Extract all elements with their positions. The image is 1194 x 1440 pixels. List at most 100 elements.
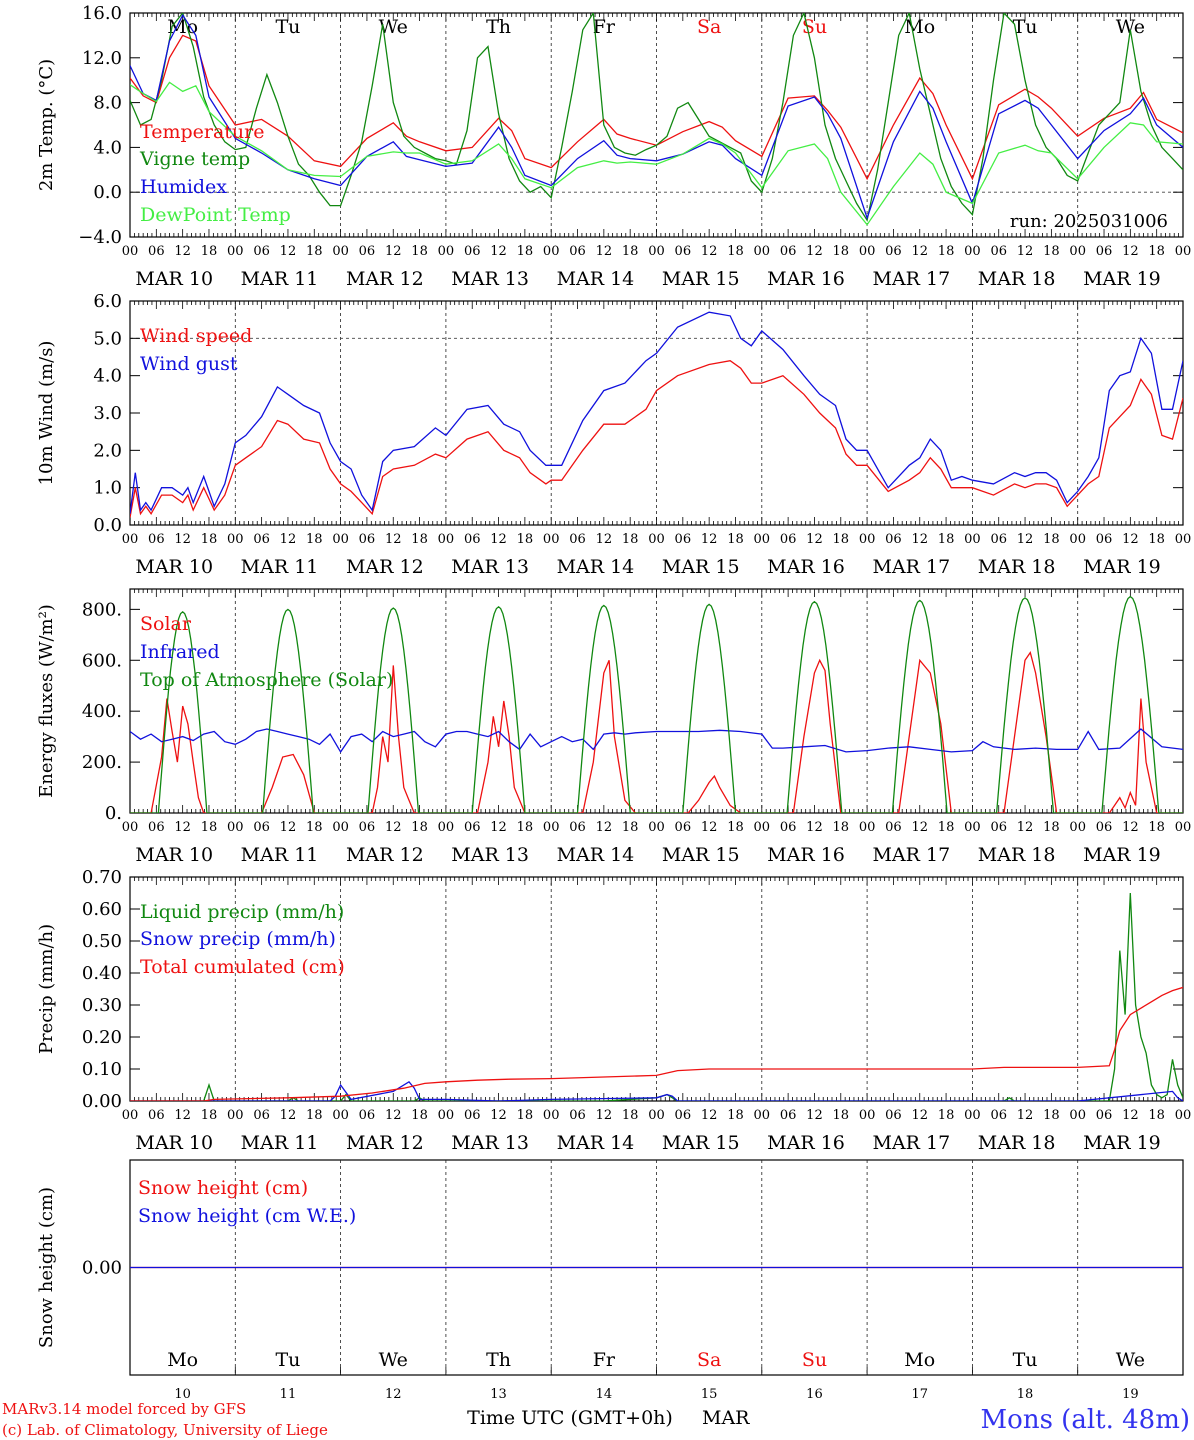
hour-tick-label: 18 (1043, 532, 1060, 547)
y-tick-label: 0.40 (82, 963, 122, 984)
hour-labels: 00 06 12 18 00 06 12 18 00 06 12 18 00 06 12 18 00 06 12 18… (122, 244, 1165, 259)
hour-tick-label: 12 (1017, 244, 1034, 259)
hour-tick-label: 06 (569, 244, 586, 259)
date-tick-label: MAR 13 (451, 268, 529, 290)
series-line-temperature (130, 34, 1183, 181)
hour-tick-label: 12 (1122, 820, 1139, 835)
date-tick-label: MAR 11 (241, 1132, 319, 1154)
hour-tick-label: 00 (1069, 532, 1086, 547)
hour-tick-label: 18 (727, 244, 744, 259)
lab-credit: (c) Lab. of Climatology, University of L… (2, 1421, 328, 1439)
date-labels: MAR 10 MAR 11 MAR 12 MAR 13 MAR 14 MAR 15 MAR … (135, 844, 1160, 866)
y-tick-label: 0.70 (82, 867, 122, 888)
series-line-top-of-atmosphere-solar (130, 595, 1183, 813)
hour-tick-label: 00 (438, 820, 455, 835)
hour-tick-label: 00 (438, 532, 455, 547)
hour-tick-label: 18 (833, 1108, 850, 1123)
date-tick-label: MAR 12 (346, 268, 424, 290)
hour-tick-label: 00 (1175, 244, 1192, 259)
panel-4: 00 06 12 18 00 06 12 18 00 06 12 18 00 06 12 18 00 06 12 18… (36, 867, 1191, 1154)
hour-tick-label: 18 (1043, 820, 1060, 835)
series-line-wind-gust (130, 311, 1183, 514)
y-axis: 0.00 0.10 0.20 0.30 0.40 0.50 0.60 0.70 (82, 867, 1183, 1112)
date-labels: MAR 10 MAR 11 MAR 12 MAR 13 MAR 14 MAR 15 MAR … (135, 268, 1160, 290)
hour-tick-label: 12 (911, 244, 928, 259)
hour-tick-label: 18 (411, 820, 428, 835)
legend-entry: Liquid precip (mm/h) (140, 901, 344, 923)
hour-tick-label: 12 (174, 532, 191, 547)
hour-tick-label: 06 (885, 1108, 902, 1123)
hour-tick-label: 12 (806, 1108, 823, 1123)
legend-entry: Temperature (140, 121, 264, 143)
hour-tick-label: 12 (490, 820, 507, 835)
hour-tick-label: 00 (1175, 820, 1192, 835)
y-tick-label: 8.0 (93, 93, 122, 114)
legend-entry: Total cumulated (cm) (140, 956, 345, 978)
hour-tick-label: 00 (543, 820, 560, 835)
date-tick-label: MAR 16 (767, 844, 845, 866)
hour-tick-label: 18 (411, 244, 428, 259)
hour-tick-label: 12 (701, 820, 718, 835)
y-tick-label: 2.0 (93, 440, 122, 461)
plot-frame (129, 300, 1184, 526)
y-axis-label: Precip (mm/h) (36, 924, 57, 1054)
hour-tick-label: 00 (964, 244, 981, 259)
hour-tick-label: 00 (754, 820, 771, 835)
hour-tick-label: 12 (174, 1108, 191, 1123)
hour-tick-label: 00 (1175, 532, 1192, 547)
weekday-label: We (1116, 16, 1145, 38)
hour-tick-label: 06 (359, 820, 376, 835)
hour-tick-label: 12 (385, 1108, 402, 1123)
hour-tick-label: 00 (964, 532, 981, 547)
series-line-dewpoint-temp (130, 81, 1183, 226)
weekday-label: Th (486, 1349, 511, 1371)
plot-frame (129, 588, 1184, 814)
legend-entry: Wind speed (140, 325, 252, 347)
date-tick-label: MAR 11 (241, 844, 319, 866)
date-tick-label: MAR 19 (1083, 556, 1161, 578)
hour-tick-label: 18 (938, 820, 955, 835)
hour-tick-label: 12 (385, 820, 402, 835)
legend-entry: Snow height (cm W.E.) (138, 1205, 356, 1227)
hour-tick-label: 12 (596, 532, 613, 547)
weekday-label: We (379, 16, 408, 38)
weekday-label: Sa (697, 16, 721, 38)
hour-tick-label: 00 (859, 820, 876, 835)
hour-tick-label: 00 (227, 244, 244, 259)
hour-tick-label: 18 (622, 244, 639, 259)
panel-5: Mo Tu We Th Fr Sa Su Mo Tu We 10 11 12 13 14 15 16 17 18 19… (36, 1159, 1184, 1402)
weekday-label: We (379, 1349, 408, 1371)
y-tick-label: 800. (82, 599, 122, 620)
hour-tick-label: 06 (148, 244, 165, 259)
date-tick-label: MAR 11 (241, 556, 319, 578)
hour-tick-label: 00 (964, 1108, 981, 1123)
date-tick-label: MAR 13 (451, 1132, 529, 1154)
y-axis-label: 2m Temp. (°C) (36, 59, 57, 191)
hour-tick-label: 00 (1175, 1108, 1192, 1123)
legend-entry: Vigne temp (139, 148, 250, 170)
date-number-labels: 10 11 12 13 14 15 16 17 18 19 (174, 1387, 1138, 1402)
date-tick-label: MAR 12 (346, 1132, 424, 1154)
date-number: 14 (596, 1387, 613, 1402)
date-number: 11 (280, 1387, 297, 1402)
x-ticks (129, 1367, 1184, 1375)
weekday-label: Mo (167, 16, 198, 38)
y-axis-label: Snow height (cm) (36, 1187, 57, 1348)
series-line-vigne-temp (130, 13, 1183, 222)
hour-tick-label: 06 (990, 1108, 1007, 1123)
series-line-infrared (130, 728, 1183, 754)
hour-tick-label: 06 (885, 532, 902, 547)
date-tick-label: MAR 11 (241, 268, 319, 290)
hour-tick-label: 06 (569, 532, 586, 547)
weekday-label: Fr (593, 1349, 616, 1371)
hour-tick-label: 00 (543, 1108, 560, 1123)
hour-tick-label: 18 (622, 1108, 639, 1123)
hour-tick-label: 12 (490, 1108, 507, 1123)
hour-tick-label: 18 (1043, 1108, 1060, 1123)
hour-tick-label: 18 (938, 532, 955, 547)
weekday-label: Mo (167, 1349, 198, 1371)
date-tick-label: MAR 18 (978, 1132, 1056, 1154)
hour-tick-label: 12 (596, 820, 613, 835)
hour-tick-label: 00 (754, 532, 771, 547)
hour-tick-label: 00 (227, 532, 244, 547)
